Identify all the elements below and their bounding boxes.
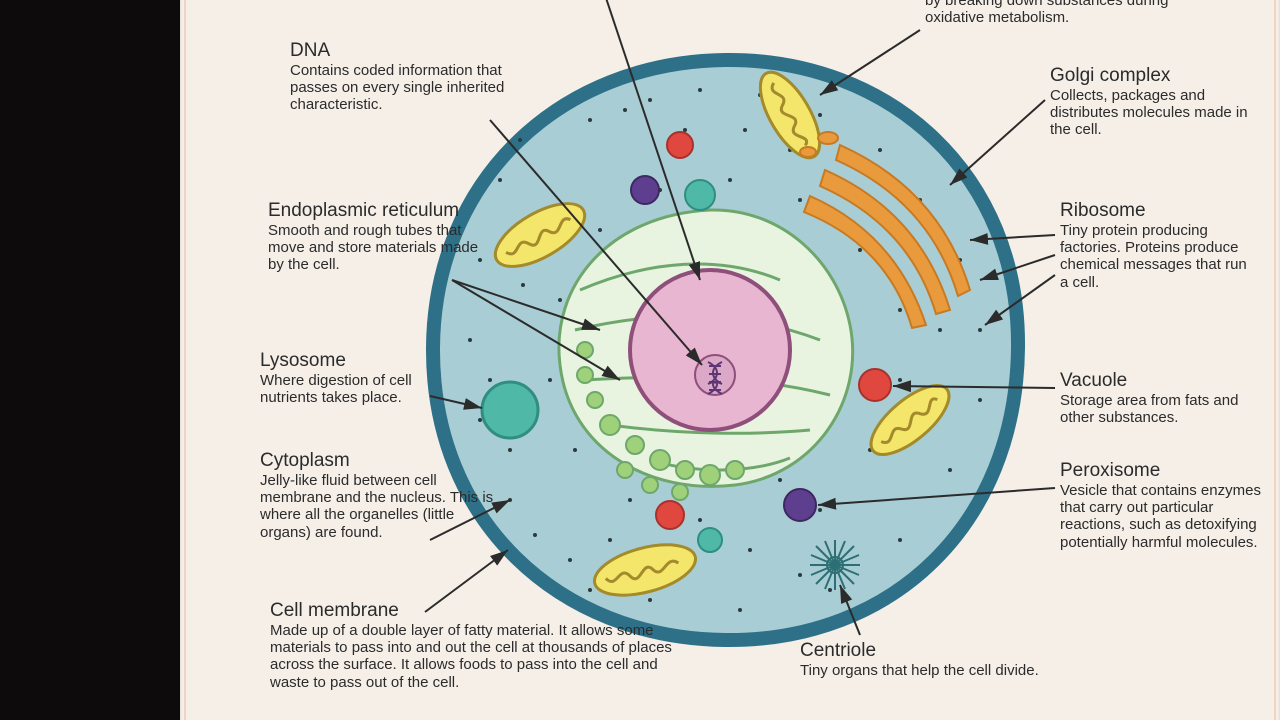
centriole-shape	[810, 540, 860, 590]
label-title: Vacuole	[1060, 370, 1260, 392]
label-desc: Contains coded information that passes o…	[290, 62, 520, 114]
lysosome-shape	[482, 382, 538, 438]
label-vacuole: Vacuole Storage area from fats and other…	[1060, 370, 1260, 426]
label-membrane: Cell membrane Made up of a double layer …	[270, 600, 700, 691]
label-cytoplasm: Cytoplasm Jelly-like fluid between cell …	[260, 450, 500, 541]
label-golgi: Golgi complex Collects, packages and dis…	[1050, 65, 1250, 139]
label-oxidative: by breaking down substances during oxida…	[925, 0, 1175, 27]
label-title: Ribosome	[1060, 200, 1250, 222]
label-title: Peroxisome	[1060, 460, 1270, 482]
label-dna: DNA Contains coded information that pass…	[290, 40, 520, 114]
label-er: Endoplasmic reticulum Smooth and rough t…	[268, 200, 493, 274]
label-desc: Vesicle that contains enzymes that carry…	[1060, 482, 1270, 551]
label-title: Centriole	[800, 640, 1100, 662]
label-desc: by breaking down substances during oxida…	[925, 0, 1175, 27]
label-desc: Made up of a double layer of fatty mater…	[270, 622, 700, 691]
organelle-teal	[685, 180, 715, 210]
label-desc: Tiny protein producing factories. Protei…	[1060, 222, 1250, 291]
label-lysosome: Lysosome Where digestion of cell nutrien…	[260, 350, 470, 406]
label-peroxisome: Peroxisome Vesicle that contains enzymes…	[1060, 460, 1270, 551]
label-desc: Where digestion of cell nutrients takes …	[260, 372, 470, 407]
peroxisome-shape	[784, 489, 816, 521]
label-title: Cytoplasm	[260, 450, 500, 472]
label-title: DNA	[290, 40, 520, 62]
nucleus-shape	[630, 270, 790, 430]
page: DNA Contains coded information that pass…	[180, 0, 1280, 720]
label-desc: Smooth and rough tubes that move and sto…	[268, 222, 493, 274]
organelle-teal-2	[698, 528, 722, 552]
label-desc: Jelly-like fluid between cell membrane a…	[260, 472, 500, 541]
label-desc: Collects, packages and distributes molec…	[1050, 87, 1250, 139]
peroxisome-2	[631, 176, 659, 204]
label-title: Golgi complex	[1050, 65, 1250, 87]
vacuole-3	[656, 501, 684, 529]
vacuole-2	[667, 132, 693, 158]
label-title: Cell membrane	[270, 600, 700, 622]
label-title: Endoplasmic reticulum	[268, 200, 493, 222]
vacuole-shape	[859, 369, 891, 401]
label-desc: Tiny organs that help the cell divide.	[800, 662, 1100, 679]
label-desc: Storage area from fats and other substan…	[1060, 392, 1260, 427]
label-ribosome: Ribosome Tiny protein producing factorie…	[1060, 200, 1250, 291]
label-title: Lysosome	[260, 350, 470, 372]
stage: DNA Contains coded information that pass…	[0, 0, 1280, 720]
label-centriole: Centriole Tiny organs that help the cell…	[800, 640, 1100, 679]
